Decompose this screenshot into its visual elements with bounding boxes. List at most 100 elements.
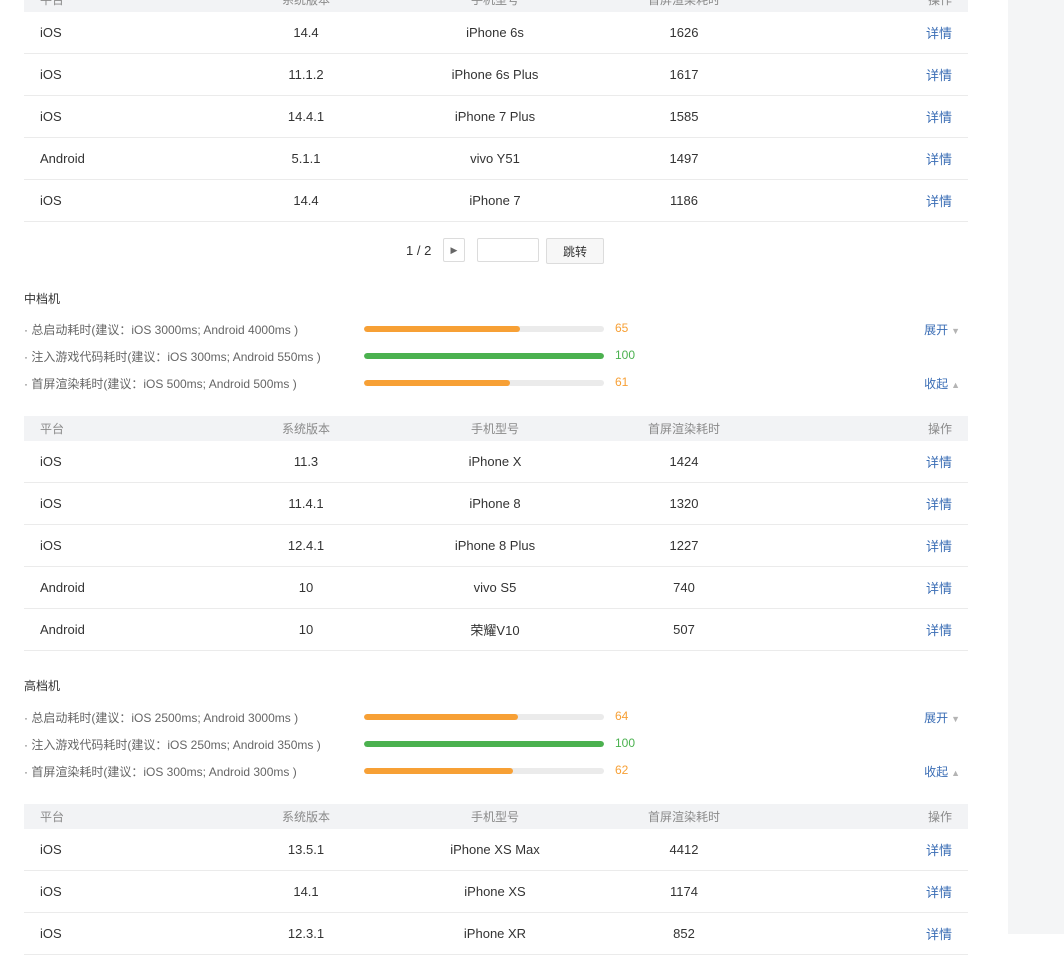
metric-first-render: · 首屏渲染耗时(建议：iOS 300ms; Android 300ms ) 6… — [24, 763, 968, 779]
cell-version: 14.4.1 — [287, 109, 325, 124]
column-header-version: 系统版本 — [281, 810, 330, 824]
detail-link[interactable]: 详情 — [925, 885, 952, 900]
cell-platform: Android — [40, 151, 85, 166]
cell-platform: Android — [40, 622, 85, 637]
cell-platform: iOS — [40, 884, 62, 899]
column-header-model: 手机型号 — [470, 0, 519, 7]
detail-link[interactable]: 详情 — [925, 194, 952, 209]
progress-bar — [364, 741, 604, 747]
detail-link[interactable]: 详情 — [925, 539, 952, 554]
cell-render-time: 1174 — [670, 884, 698, 899]
cell-render-time: 1617 — [669, 67, 699, 82]
detail-link[interactable]: 详情 — [925, 152, 952, 167]
metric-label: · 注入游戏代码耗时(建议：iOS 250ms; Android 350ms ) — [24, 738, 321, 752]
metric-score: 65 — [615, 321, 629, 335]
toggle-label: 收起 — [924, 377, 949, 391]
cell-version: 12.4.1 — [287, 538, 325, 553]
cell-version: 11.1.2 — [288, 67, 324, 82]
column-header-action: 操作 — [927, 810, 952, 824]
table-row: iOS 11.4.1 iPhone 8 1320 详情 — [24, 483, 968, 525]
table-row: Android 10 荣耀V10 507 详情 — [24, 609, 968, 651]
metric-score: 64 — [615, 709, 629, 723]
pagination: 1 / 2 ▶ 跳转 — [0, 238, 1064, 264]
next-page-button[interactable]: ▶ — [443, 238, 465, 262]
column-header-platform: 平台 — [40, 810, 65, 824]
table-row: iOS 13.5.1 iPhone XS Max 4412 详情 — [24, 829, 968, 871]
table-header: 平台 系统版本 手机型号 首屏渲染耗时 操作 — [24, 0, 968, 12]
cell-platform: iOS — [40, 193, 62, 208]
table-row: iOS 14.4 iPhone 7 1186 详情 — [24, 180, 968, 222]
right-gutter — [1008, 0, 1064, 934]
detail-link[interactable]: 详情 — [925, 843, 952, 858]
metric-label: · 总启动耗时(建议：iOS 3000ms; Android 4000ms ) — [24, 323, 299, 337]
table-row: iOS 14.4.1 iPhone 7 Plus 1585 详情 — [24, 96, 968, 138]
column-header-render-time: 首屏渲染耗时 — [647, 810, 720, 824]
column-header-action: 操作 — [927, 422, 952, 436]
cell-model: iPhone XS Max — [450, 842, 540, 857]
column-header-render-time: 首屏渲染耗时 — [647, 422, 720, 436]
progress-fill — [364, 768, 513, 774]
metric-score: 61 — [615, 375, 629, 389]
toggle-label: 展开 — [924, 711, 949, 725]
cell-platform: Android — [40, 580, 85, 595]
collapse-toggle[interactable]: 收起 ▲ — [924, 375, 960, 392]
metric-label: · 首屏渲染耗时(建议：iOS 300ms; Android 300ms ) — [24, 765, 297, 779]
page-jump-input[interactable] — [477, 238, 539, 262]
cell-model: iPhone 8 Plus — [454, 538, 536, 553]
progress-bar — [364, 353, 604, 359]
column-header-model: 手机型号 — [470, 422, 519, 436]
detail-link[interactable]: 详情 — [925, 497, 952, 512]
metric-total-startup: · 总启动耗时(建议：iOS 2500ms; Android 3000ms ) … — [24, 709, 968, 725]
cell-version: 11.4.1 — [288, 496, 324, 511]
progress-fill — [364, 353, 604, 359]
toggle-label: 展开 — [924, 323, 949, 337]
cell-version: 13.5.1 — [287, 842, 325, 857]
detail-link[interactable]: 详情 — [925, 110, 952, 125]
column-header-version: 系统版本 — [281, 422, 330, 436]
caret-up-icon: ▲ — [951, 380, 960, 390]
detail-link[interactable]: 详情 — [925, 581, 952, 596]
column-header-version: 系统版本 — [281, 0, 330, 7]
caret-down-icon: ▼ — [951, 714, 960, 724]
detail-link[interactable]: 详情 — [925, 68, 952, 83]
table-row: iOS 12.3.1 iPhone XR 852 详情 — [24, 913, 968, 955]
caret-up-icon: ▲ — [951, 768, 960, 778]
metric-score: 62 — [615, 763, 629, 777]
metric-first-render: · 首屏渲染耗时(建议：iOS 500ms; Android 500ms ) 6… — [24, 375, 968, 391]
caret-down-icon: ▼ — [951, 326, 960, 336]
metric-inject-code: · 注入游戏代码耗时(建议：iOS 250ms; Android 350ms )… — [24, 736, 968, 752]
detail-link[interactable]: 详情 — [925, 623, 952, 638]
section-title-mid-range: 中档机 — [24, 292, 61, 306]
cell-model: iPhone XS — [464, 884, 526, 899]
cell-render-time: 1424 — [669, 454, 699, 469]
detail-link[interactable]: 详情 — [925, 455, 952, 470]
progress-fill — [364, 380, 511, 386]
metric-score: 100 — [615, 348, 636, 362]
metric-label: · 总启动耗时(建议：iOS 2500ms; Android 3000ms ) — [24, 711, 299, 725]
cell-platform: iOS — [40, 454, 62, 469]
section-title-high-end: 高档机 — [24, 679, 61, 693]
page-indicator: 1 / 2 — [406, 243, 432, 258]
table-row: Android 10 vivo S5 740 详情 — [24, 567, 968, 609]
cell-version: 10 — [298, 580, 314, 595]
expand-toggle[interactable]: 展开 ▼ — [924, 709, 960, 726]
cell-render-time: 1227 — [669, 538, 699, 553]
expand-toggle[interactable]: 展开 ▼ — [924, 321, 960, 338]
jump-button[interactable]: 跳转 — [546, 238, 604, 264]
cell-model: vivo S5 — [473, 580, 517, 595]
caret-right-icon: ▶ — [450, 244, 458, 255]
column-header-platform: 平台 — [40, 0, 65, 7]
detail-link[interactable]: 详情 — [925, 26, 952, 41]
cell-version: 11.3 — [293, 454, 319, 469]
column-header-model: 手机型号 — [470, 810, 519, 824]
table-row: iOS 11.1.2 iPhone 6s Plus 1617 详情 — [24, 54, 968, 96]
cell-render-time: 507 — [673, 622, 695, 637]
cell-render-time: 1186 — [670, 193, 698, 208]
collapse-toggle[interactable]: 收起 ▲ — [924, 763, 960, 780]
cell-render-time: 1585 — [669, 109, 699, 124]
cell-platform: iOS — [40, 496, 62, 511]
table-row: iOS 12.4.1 iPhone 8 Plus 1227 详情 — [24, 525, 968, 567]
cell-model: iPhone 7 — [469, 193, 521, 208]
cell-platform: iOS — [40, 538, 62, 553]
cell-model: 荣耀V10 — [470, 623, 520, 638]
